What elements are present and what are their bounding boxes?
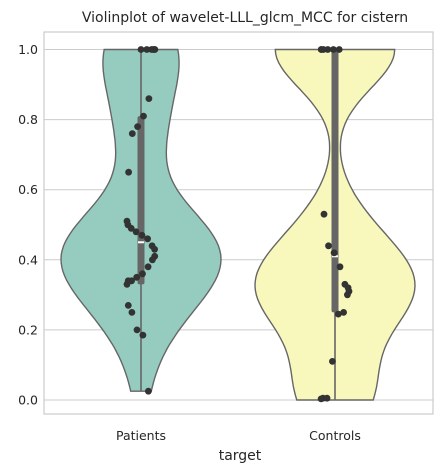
violin-median [138, 241, 144, 244]
violin-iqr-box [331, 49, 339, 313]
x-tick-label: Controls [309, 428, 361, 443]
data-point [139, 331, 147, 339]
data-point [317, 395, 325, 403]
data-point [138, 231, 146, 239]
data-point [318, 46, 325, 53]
data-point [132, 228, 140, 236]
data-point [145, 387, 152, 395]
data-point [334, 310, 342, 318]
data-point [149, 46, 157, 53]
data-point [128, 130, 136, 138]
data-point [139, 270, 146, 278]
data-point [330, 46, 337, 53]
data-point [123, 280, 131, 288]
plot-frame [43, 31, 434, 415]
data-point [336, 263, 344, 271]
data-point [330, 249, 338, 257]
data-point [149, 256, 156, 264]
y-tick-label: 0.2 [18, 322, 38, 337]
data-point [137, 46, 145, 53]
data-point [140, 112, 147, 120]
data-point [145, 95, 153, 102]
data-point [134, 123, 142, 130]
violin-iqr-box [137, 116, 145, 285]
data-point [151, 245, 159, 253]
y-tick-label: 1.0 [18, 42, 38, 57]
data-point [127, 224, 135, 232]
data-point [125, 168, 132, 176]
x-tick-label: Patients [116, 428, 166, 443]
data-point [344, 291, 351, 299]
y-tick-label: 0.4 [18, 252, 38, 267]
data-point [133, 273, 141, 281]
data-point [128, 309, 136, 316]
y-tick-label: 0.0 [18, 392, 38, 407]
data-point [144, 263, 152, 271]
data-point [320, 210, 328, 218]
y-tick-label: 0.6 [18, 182, 38, 197]
violin-median [332, 255, 338, 258]
data-point [340, 309, 347, 316]
x-axis-label: target [219, 448, 262, 464]
data-point [335, 46, 343, 53]
data-point [325, 242, 332, 250]
chart-title: Violinplot of wavelet-LLL_glcm_MCC for c… [82, 10, 408, 26]
data-point [144, 235, 152, 243]
data-point [133, 326, 141, 334]
data-point [124, 302, 132, 309]
y-tick-label: 0.8 [18, 112, 38, 127]
data-point [143, 46, 151, 53]
data-point [329, 358, 336, 365]
